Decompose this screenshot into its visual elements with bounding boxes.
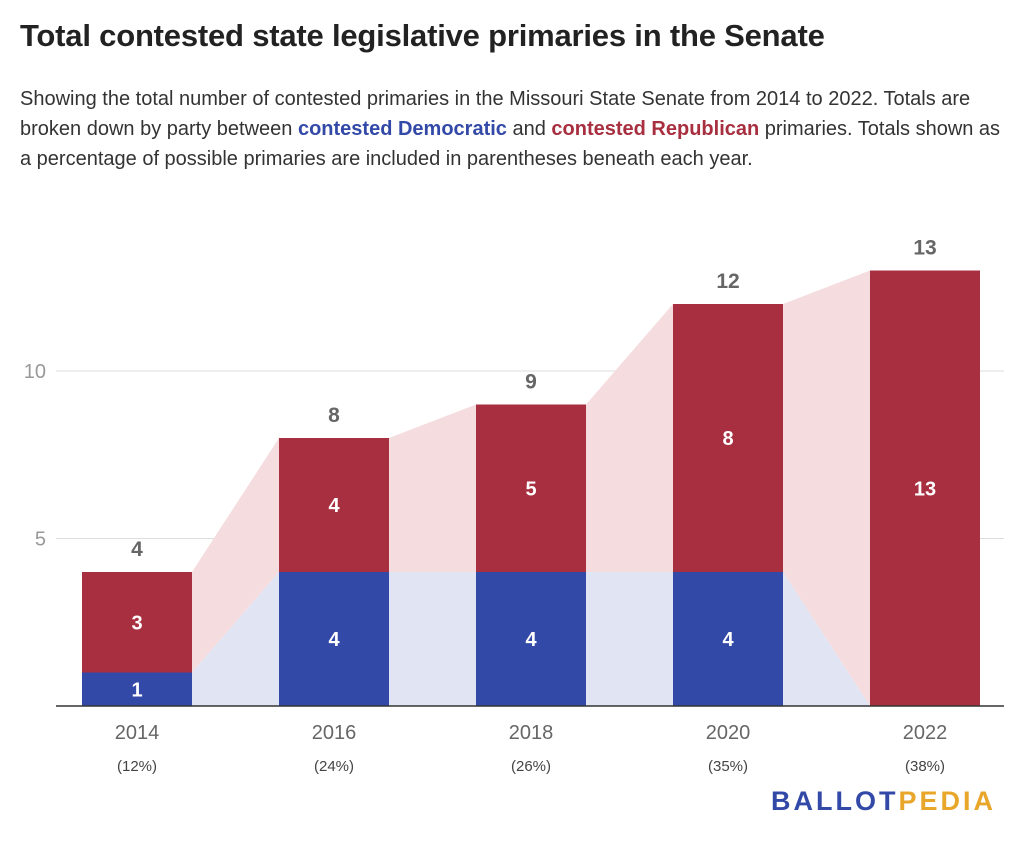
data-label-democratic: 4: [328, 629, 340, 651]
democratic-connector-area: [586, 572, 673, 706]
data-label-democratic: 4: [722, 629, 734, 651]
percent-label: (24%): [314, 758, 354, 775]
percent-label: (26%): [511, 758, 551, 775]
bar-democratic: [279, 572, 389, 706]
data-label-republican: 3: [131, 612, 142, 634]
democratic-connector-area: [783, 572, 870, 706]
chart-subtitle: Showing the total number of contested pr…: [20, 84, 1005, 174]
x-tick-label: 2018: [509, 722, 554, 744]
logo-ballot: BALLOT: [771, 786, 899, 816]
chart-title: Total contested state legislative primar…: [20, 18, 825, 53]
data-label-total: 12: [716, 270, 739, 293]
data-label-total: 9: [525, 371, 537, 394]
percent-label: (35%): [708, 758, 748, 775]
republican-connector-area: [389, 404, 476, 572]
data-label-republican: 8: [722, 428, 733, 450]
democratic-connector-area: [389, 572, 476, 706]
data-label-democratic: 1: [131, 679, 142, 701]
democratic-connector-area: [192, 572, 279, 706]
data-label-total: 4: [131, 538, 143, 561]
republican-connector-area: [783, 270, 870, 706]
bar-republican: [870, 270, 980, 706]
bar-republican: [673, 304, 783, 572]
republican-connector-area: [586, 304, 673, 572]
x-tick-label: 2020: [706, 722, 751, 744]
data-label-total: 13: [913, 237, 936, 260]
subtitle-republican-highlight: contested Republican: [551, 118, 760, 140]
logo-pedia: PEDIA: [898, 786, 997, 816]
data-label-democratic: 4: [525, 629, 537, 651]
subtitle-text-2: and: [506, 118, 552, 140]
y-tick-label: 5: [35, 529, 46, 551]
x-tick-label: 2022: [903, 722, 948, 744]
data-label-republican: 13: [914, 478, 936, 500]
y-tick-label: 10: [24, 361, 46, 383]
bar-democratic: [476, 572, 586, 706]
data-label-republican: 4: [328, 495, 340, 517]
subtitle-text-3: primaries. Totals shown as a percentage …: [20, 118, 1001, 170]
subtitle-text-1: Showing the total number of contested pr…: [20, 88, 971, 140]
ballotpedia-logo: BALLOTPEDIA: [771, 786, 996, 817]
subtitle-democratic-highlight: contested Democratic: [297, 118, 507, 140]
bar-democratic: [673, 572, 783, 706]
x-tick-label: 2014: [115, 722, 160, 744]
bar-democratic: [82, 672, 192, 706]
republican-connector-area: [192, 438, 279, 673]
data-label-republican: 5: [525, 478, 536, 500]
data-label-total: 8: [328, 404, 340, 427]
bar-republican: [476, 404, 586, 572]
x-tick-label: 2016: [312, 722, 357, 744]
bar-republican: [82, 572, 192, 673]
percent-label: (12%): [117, 758, 157, 775]
bar-republican: [279, 438, 389, 572]
percent-label: (38%): [905, 758, 945, 775]
